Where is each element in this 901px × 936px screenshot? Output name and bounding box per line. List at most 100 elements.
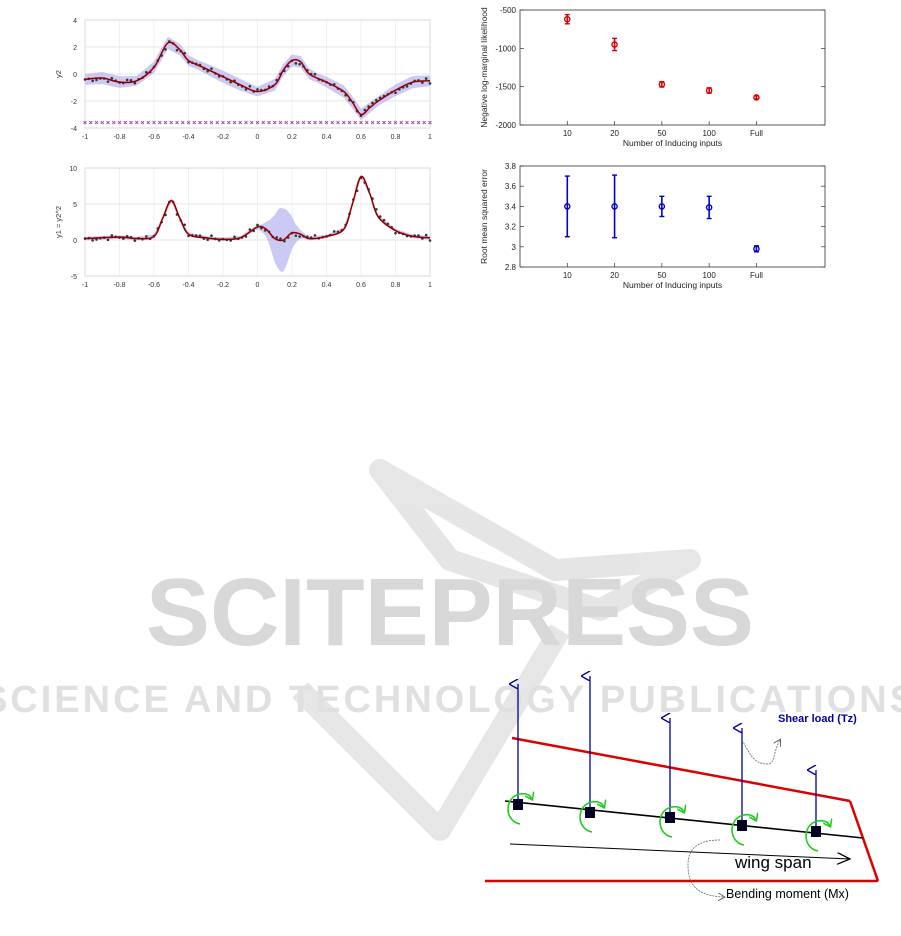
data-point <box>210 234 213 237</box>
tick-label-x: -1 <box>82 282 88 289</box>
data-point <box>145 71 148 74</box>
tick-label-y: 3.6 <box>505 182 517 191</box>
tick-label-x: 100 <box>702 271 716 280</box>
data-point <box>424 233 428 237</box>
data-point <box>428 239 432 242</box>
data-point <box>275 236 278 239</box>
tick-label-x: 1 <box>428 282 432 289</box>
data-point <box>611 203 618 210</box>
tick-label-y: -1500 <box>496 83 517 92</box>
tick-label-x: 0 <box>256 134 260 141</box>
inducing-input-mark <box>106 120 110 125</box>
tick-label-y: -2000 <box>496 121 517 130</box>
inducing-input-mark <box>94 120 99 125</box>
inducing-input-mark <box>117 120 122 125</box>
data-point <box>164 48 167 51</box>
inducing-input-mark <box>163 120 168 125</box>
tick-label-x: -0.8 <box>113 134 125 141</box>
bending-moment-label: Bending moment (Mx) <box>726 887 849 901</box>
inducing-input-mark <box>244 120 248 125</box>
tick-label-x: 20 <box>610 129 619 138</box>
tick-label-x: 0.2 <box>287 134 297 141</box>
tick-label-y: 0 <box>73 72 77 79</box>
data-point <box>106 80 110 83</box>
data-point <box>129 79 133 82</box>
data-point <box>298 62 301 66</box>
data-point <box>658 81 666 88</box>
inducing-input-mark <box>238 120 243 125</box>
data-point <box>382 218 386 222</box>
tick-label-x: -0.2 <box>217 134 229 141</box>
chart-rmse: 3.8 3.6 3.4 3.2 3 2.8 10 20 50 100 Full Number of I… <box>479 162 826 290</box>
tick-label-y: 10 <box>69 166 77 173</box>
tick-label-x: -1 <box>82 134 88 141</box>
tick-label-x: 0.4 <box>322 282 332 289</box>
bending-moment-arrow <box>805 821 830 852</box>
tick-label-y: 3 <box>512 243 517 252</box>
tick-label-x: 0.2 <box>287 282 297 289</box>
tick-label-x: 0.8 <box>391 134 401 141</box>
watermark-title: SCITEPRESS <box>146 559 754 666</box>
inducing-input-mark <box>324 120 329 125</box>
tick-label-y: 2 <box>73 45 77 52</box>
inducing-input-mark <box>215 120 220 125</box>
wing-span-label: wing span <box>734 853 812 872</box>
data-point <box>91 79 94 83</box>
confidence-band <box>85 174 430 272</box>
data-point <box>405 85 409 88</box>
tick-label-x: 0.6 <box>356 282 366 289</box>
inducing-input-mark <box>295 120 300 125</box>
data-point <box>175 48 179 52</box>
data-point <box>378 215 382 218</box>
watermark-subtitle: SCIENCE AND TECHNOLOGY PUBLICATIONS <box>0 679 901 721</box>
tick-label-x: 50 <box>657 271 666 280</box>
grid <box>84 167 431 277</box>
inducing-input-mark <box>100 120 105 125</box>
x-axis-label: Number of Inducing inputs <box>623 280 722 290</box>
load-node <box>811 826 821 837</box>
data-point <box>417 234 420 237</box>
inducing-input-mark <box>359 120 363 125</box>
load-nodes <box>507 676 830 852</box>
tick-label-y: -4 <box>71 126 77 133</box>
data-point <box>563 15 571 23</box>
inducing-input-mark <box>272 120 277 125</box>
tick-label-y: 3.4 <box>505 202 517 211</box>
moment-leader <box>687 839 724 897</box>
inducing-input-mark <box>347 120 352 125</box>
data-point <box>563 203 571 210</box>
data-point <box>248 228 252 231</box>
tick-label-x: 0.8 <box>391 282 401 289</box>
data-point <box>125 78 129 82</box>
watermark-logo <box>369 459 701 621</box>
load-node <box>513 799 523 810</box>
tick-label-x: Full <box>750 129 763 138</box>
data-point <box>375 98 378 102</box>
tick-label-x: 100 <box>702 129 716 138</box>
tick-label-x: 1 <box>428 134 432 141</box>
data-point <box>267 85 271 88</box>
data-point <box>206 238 209 242</box>
plot-frame <box>519 165 826 268</box>
axes: -4 -2 0 2 4 -1 -0.8 -0.6 -0.4 -0.2 0 0.2 0.4 0.6 0.8 1 y… <box>54 18 432 141</box>
data-point <box>363 108 367 112</box>
inducing-input-mark <box>382 120 386 125</box>
data-point <box>210 67 213 70</box>
bending-moment-arrow <box>507 794 532 825</box>
leading-edge <box>511 736 851 803</box>
inducing-input-mark <box>169 120 174 125</box>
tick-label-y: 3.8 <box>505 162 517 171</box>
inducing-input-mark <box>221 120 225 125</box>
inducing-input-mark <box>330 120 335 125</box>
wing-span-arrow <box>509 843 850 859</box>
inducing-input-mark <box>341 120 346 125</box>
inducing-input-mark <box>83 120 87 125</box>
data-point <box>133 81 137 85</box>
load-node <box>585 807 595 818</box>
data-point <box>658 203 666 210</box>
inducing-input-mark <box>134 120 139 125</box>
inducing-input-mark <box>140 120 145 125</box>
inducing-input-mark <box>261 120 266 125</box>
data-point <box>95 78 98 82</box>
x-axis-label: Number of Inducing inputs <box>623 138 722 148</box>
